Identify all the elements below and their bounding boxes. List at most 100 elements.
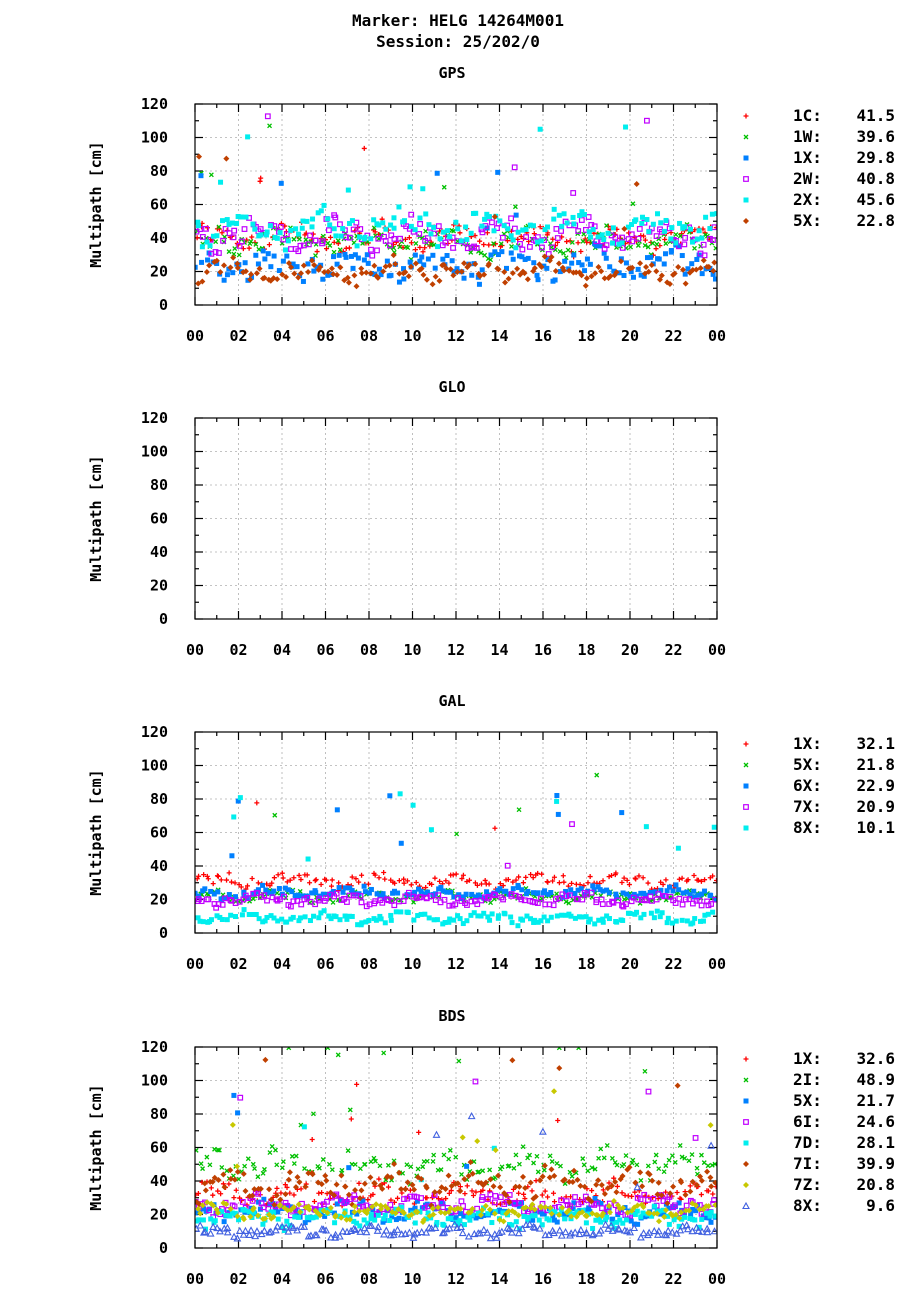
data-point <box>482 216 488 222</box>
data-point <box>674 1189 680 1195</box>
data-point <box>643 263 650 270</box>
data-point <box>282 1191 289 1198</box>
data-point <box>358 265 365 272</box>
data-point <box>693 1181 700 1188</box>
data-point <box>522 256 528 262</box>
data-point <box>207 1162 213 1168</box>
data-point <box>485 1211 491 1217</box>
data-point <box>634 1202 641 1209</box>
data-point <box>445 1224 454 1232</box>
data-point <box>279 870 285 876</box>
data-point <box>689 266 696 273</box>
data-point <box>285 887 291 893</box>
data-point <box>430 1211 437 1218</box>
data-point <box>351 1218 357 1224</box>
data-point <box>682 1207 689 1214</box>
data-point <box>336 252 342 258</box>
data-point <box>347 1226 355 1235</box>
data-point <box>249 274 255 280</box>
data-point <box>461 1176 468 1183</box>
data-point <box>425 256 431 262</box>
data-point <box>393 1225 402 1233</box>
data-point <box>627 910 633 916</box>
data-point <box>508 250 514 256</box>
data-point <box>385 897 392 904</box>
data-point <box>485 914 491 920</box>
data-point <box>491 228 497 234</box>
data-point <box>612 234 619 241</box>
data-point <box>336 885 342 891</box>
data-point <box>376 875 382 881</box>
data-point <box>601 1155 607 1161</box>
data-point <box>271 253 277 259</box>
data-point <box>623 1153 629 1159</box>
series-7d <box>195 1124 717 1233</box>
data-point <box>660 881 666 887</box>
data-point <box>705 1163 711 1169</box>
data-point <box>267 223 273 229</box>
data-point <box>396 878 402 884</box>
data-point <box>254 800 260 806</box>
data-point <box>611 268 617 274</box>
data-point <box>583 1212 590 1219</box>
data-point <box>655 1218 662 1225</box>
data-point <box>600 1187 606 1193</box>
data-point <box>521 1191 527 1197</box>
x-tick-label: 02 <box>229 955 247 973</box>
data-point <box>227 264 234 271</box>
data-point <box>592 921 598 927</box>
data-point <box>678 1209 685 1216</box>
data-point <box>581 231 587 237</box>
data-point <box>482 1202 489 1209</box>
data-point <box>402 269 409 276</box>
data-point <box>656 256 662 262</box>
data-point <box>311 262 318 269</box>
data-point <box>212 1218 218 1224</box>
legend-label: 5X: <box>793 755 822 774</box>
data-point <box>579 209 585 215</box>
x-tick-label: 22 <box>664 641 682 659</box>
data-point <box>322 1226 331 1234</box>
data-point <box>607 273 614 280</box>
data-point <box>227 1213 233 1219</box>
data-point <box>405 910 411 916</box>
data-point <box>328 883 334 889</box>
data-point <box>209 1178 216 1185</box>
data-point <box>636 1188 642 1194</box>
data-point <box>435 1196 441 1202</box>
data-point <box>531 1206 538 1213</box>
x-tick-label: 22 <box>664 955 682 973</box>
data-point <box>696 1206 703 1213</box>
data-point <box>511 1200 518 1207</box>
data-point <box>213 1223 222 1232</box>
data-point <box>280 875 286 881</box>
data-point <box>391 215 397 221</box>
data-point <box>221 1184 228 1191</box>
data-point <box>699 891 705 897</box>
data-point <box>425 1210 431 1216</box>
data-point <box>281 893 287 900</box>
data-point <box>616 270 622 276</box>
data-point <box>358 1187 365 1194</box>
data-point <box>682 1220 691 1229</box>
data-point <box>474 1138 481 1145</box>
data-point <box>550 878 556 884</box>
data-point <box>229 1121 236 1128</box>
data-point <box>347 1216 354 1223</box>
data-point <box>424 1195 430 1201</box>
data-point <box>372 898 379 905</box>
data-point <box>601 250 607 256</box>
data-point <box>619 810 625 816</box>
data-point <box>679 266 686 273</box>
data-point <box>604 1142 610 1148</box>
data-point <box>661 1211 667 1217</box>
data-point <box>432 875 438 881</box>
data-point <box>658 272 665 279</box>
data-point <box>385 1162 391 1168</box>
data-point <box>541 1211 547 1217</box>
data-point <box>519 246 526 253</box>
data-point <box>532 1193 539 1200</box>
data-point <box>635 235 642 242</box>
data-point <box>385 1184 391 1190</box>
data-point <box>590 227 596 233</box>
